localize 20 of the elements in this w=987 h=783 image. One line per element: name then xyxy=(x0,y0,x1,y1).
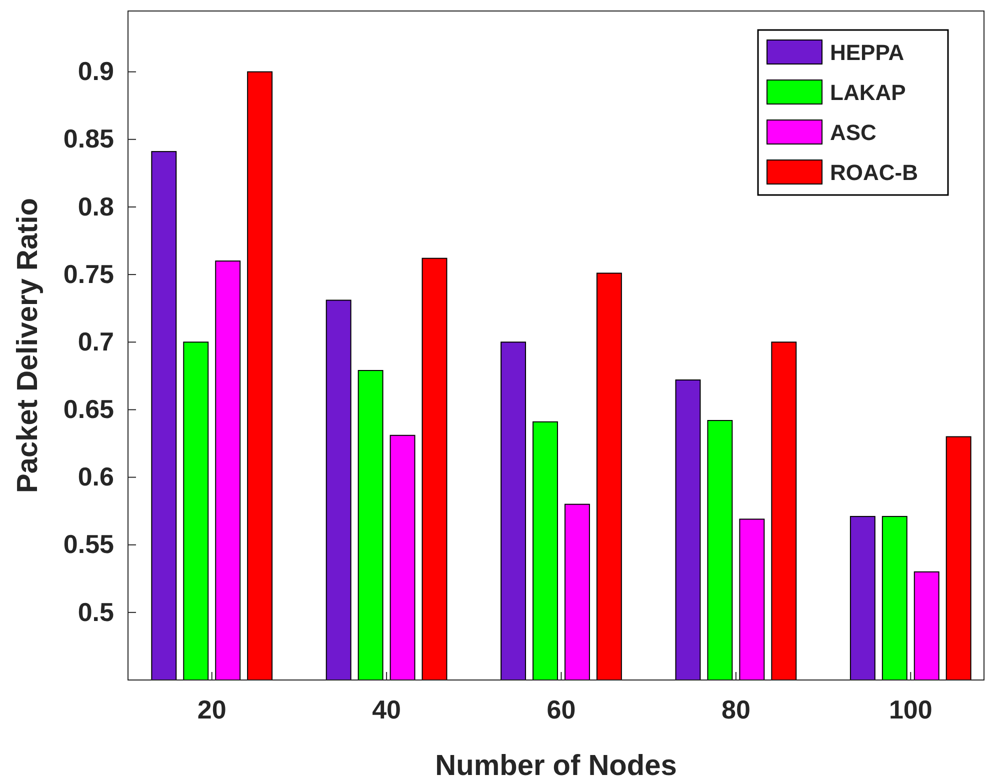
y-tick-label: 0.5 xyxy=(78,596,114,627)
y-tick-label: 0.8 xyxy=(78,191,114,222)
x-tick-label: 100 xyxy=(888,694,932,724)
x-tick-label: 60 xyxy=(546,694,576,724)
legend-label: ROAC-B xyxy=(830,160,918,185)
legend-label: ASC xyxy=(830,120,877,145)
y-tick-label: 0.75 xyxy=(63,258,114,289)
y-tick-label: 0.7 xyxy=(78,326,114,356)
x-axis-title: Number of Nodes xyxy=(435,750,677,782)
y-tick-label: 0.85 xyxy=(63,124,114,154)
y-axis-title: Packet Delivery Ratio xyxy=(12,198,44,493)
y-tick-label: 0.6 xyxy=(78,462,114,492)
legend-label: HEPPA xyxy=(830,40,904,65)
legend-label: LAKAP xyxy=(830,80,906,105)
y-tick-label: 0.9 xyxy=(78,56,114,86)
x-tick-label: 20 xyxy=(197,694,226,724)
y-tick-label: 0.55 xyxy=(63,529,114,560)
y-tick-label: 0.65 xyxy=(63,394,114,424)
x-tick-label: 40 xyxy=(372,694,402,724)
x-tick-label: 80 xyxy=(721,694,750,724)
